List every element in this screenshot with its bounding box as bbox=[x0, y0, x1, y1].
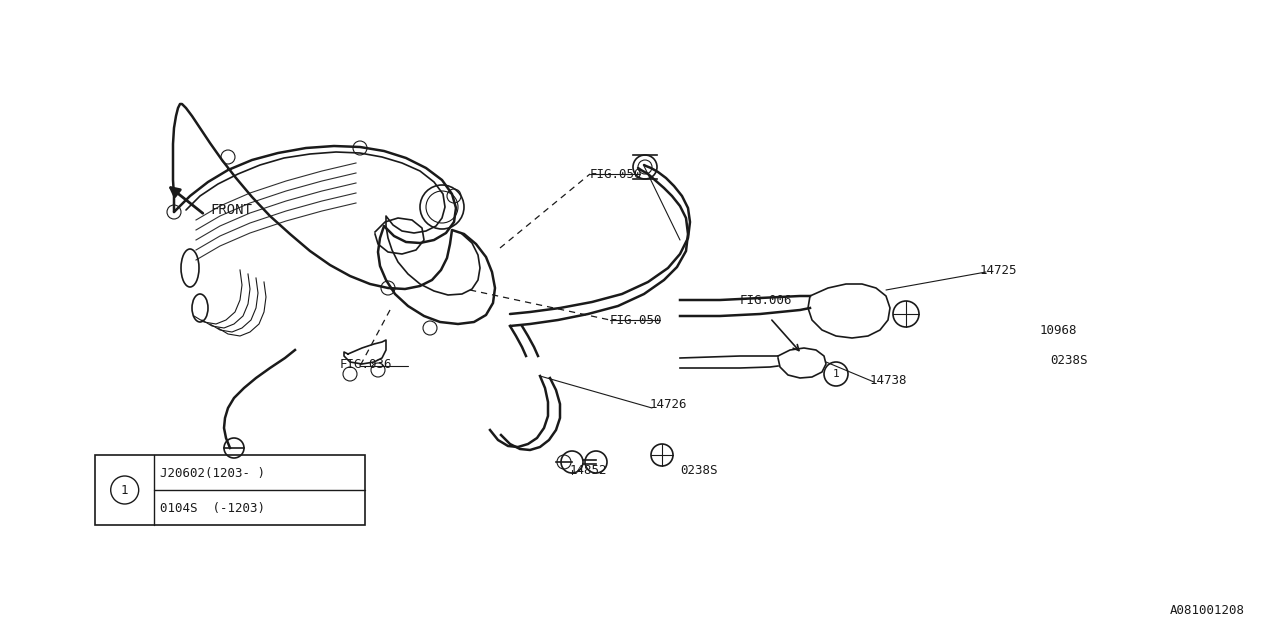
Bar bbox=[95, 455, 365, 525]
Text: FRONT: FRONT bbox=[210, 203, 252, 217]
Polygon shape bbox=[778, 348, 826, 378]
Text: 14726: 14726 bbox=[650, 399, 687, 412]
Text: 0238S: 0238S bbox=[1050, 353, 1088, 367]
Text: 10968: 10968 bbox=[1039, 323, 1078, 337]
Text: 1: 1 bbox=[120, 483, 128, 497]
Text: 0238S: 0238S bbox=[680, 463, 718, 477]
Text: J20602(1203- ): J20602(1203- ) bbox=[160, 467, 265, 480]
Polygon shape bbox=[808, 284, 890, 338]
Text: FIG.050: FIG.050 bbox=[611, 314, 663, 326]
Text: 14725: 14725 bbox=[980, 264, 1018, 276]
Text: FIG.036: FIG.036 bbox=[340, 358, 393, 371]
Text: FIG.050: FIG.050 bbox=[590, 168, 643, 182]
Text: A081001208: A081001208 bbox=[1170, 604, 1245, 616]
Text: 14852: 14852 bbox=[570, 463, 608, 477]
Text: FIG.006: FIG.006 bbox=[740, 294, 792, 307]
Text: 0104S  (-1203): 0104S (-1203) bbox=[160, 502, 265, 515]
Text: 1: 1 bbox=[832, 369, 840, 379]
Text: 14738: 14738 bbox=[870, 374, 908, 387]
